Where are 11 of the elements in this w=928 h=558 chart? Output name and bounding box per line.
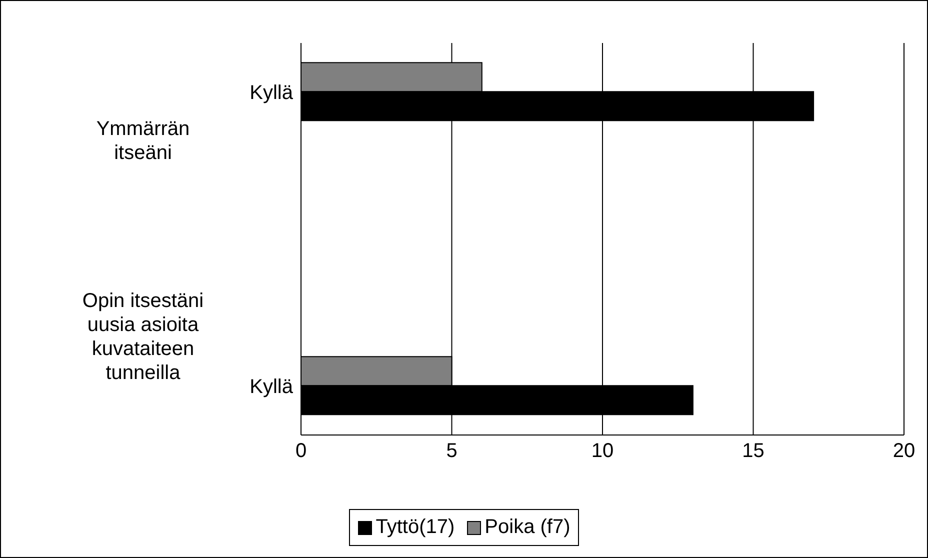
x-tick-label: 20	[892, 440, 916, 462]
legend-label: Poika (f7)	[484, 516, 570, 539]
x-tick-label: 5	[446, 440, 458, 462]
x-tick-label: 15	[742, 440, 764, 462]
text: Ymmärrän itseäni	[95, 117, 191, 165]
y-tick-label: Kyllä	[250, 82, 294, 104]
text: Opin itsestäni uusia asioita kuvataiteen tunneilla	[81, 289, 205, 385]
legend-label: Tyttö(17)	[374, 516, 455, 539]
x-tick-label: 10	[591, 440, 614, 462]
y-tick-label: Kyllä	[250, 376, 294, 398]
x-tick-label: 0	[295, 440, 307, 462]
